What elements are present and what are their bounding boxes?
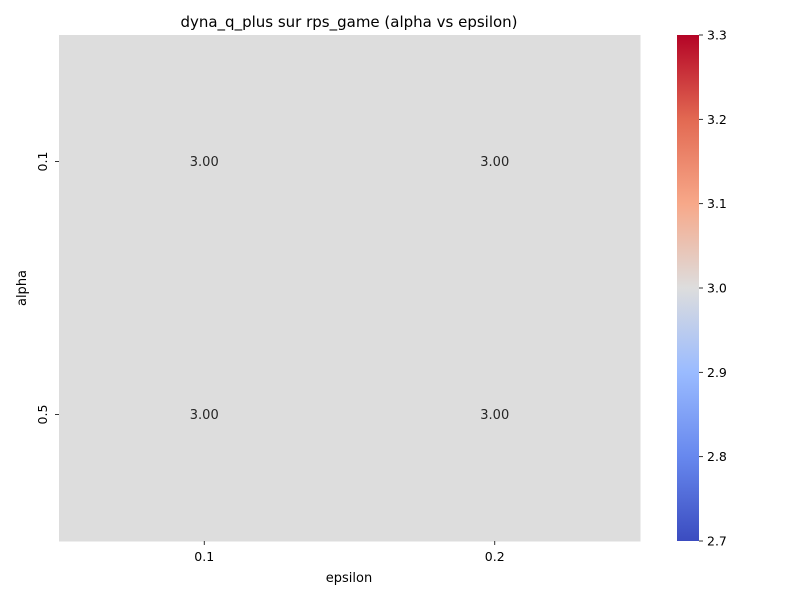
- y-axis-ticks: 0.1 0.5: [35, 152, 59, 425]
- colorbar-tick-label: 3.2: [707, 112, 727, 127]
- heatmap-cell: [349, 288, 641, 542]
- heatmap-cell: [59, 288, 350, 542]
- x-axis-ticks: 0.1 0.2: [194, 541, 505, 564]
- heatmap-cell: [59, 35, 350, 289]
- colorbar-tick-label: 3.0: [707, 281, 727, 296]
- y-tick-label: 0.1: [35, 152, 50, 172]
- colorbar-tick-label: 2.8: [707, 449, 727, 464]
- cell-value-label: 3.00: [190, 155, 219, 170]
- y-axis-label: alpha: [15, 270, 30, 306]
- cell-value-label: 3.00: [480, 408, 509, 423]
- colorbar-tick-label: 3.3: [707, 28, 727, 43]
- colorbar: [677, 35, 699, 541]
- colorbar-tick-label: 2.7: [707, 534, 727, 549]
- cell-value-label: 3.00: [480, 155, 509, 170]
- y-tick-label: 0.5: [35, 405, 50, 425]
- cell-value-label: 3.00: [190, 408, 219, 423]
- colorbar-tick-label: 2.9: [707, 365, 727, 380]
- x-tick-label: 0.1: [194, 549, 214, 564]
- x-axis-label: epsilon: [326, 571, 372, 586]
- chart-title: dyna_q_plus sur rps_game (alpha vs epsil…: [180, 13, 517, 32]
- x-tick-label: 0.2: [485, 549, 505, 564]
- colorbar-tick-label: 3.1: [707, 196, 727, 211]
- heatmap-cell: [349, 35, 641, 289]
- heatmap-cells: 3.00 3.00 3.00 3.00: [59, 35, 641, 542]
- colorbar-ticks: 2.7 2.8 2.9 3.0 3.1 3.2 3.3: [699, 28, 727, 549]
